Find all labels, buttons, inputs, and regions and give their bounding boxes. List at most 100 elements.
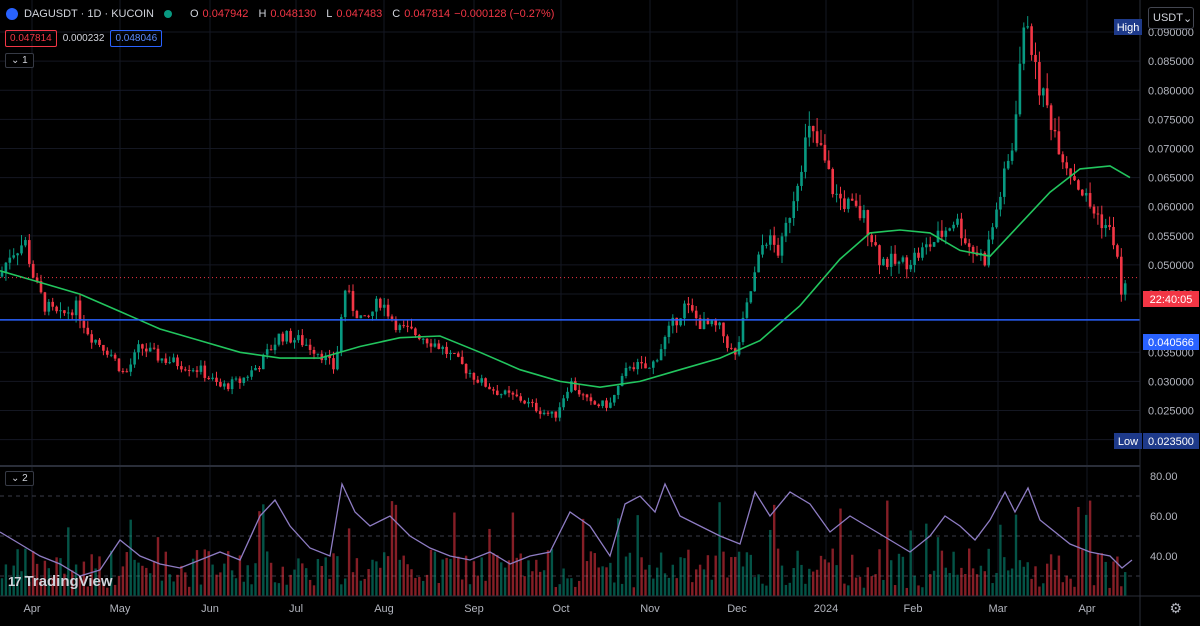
volume-bar: [347, 528, 351, 596]
candle-body: [230, 379, 234, 390]
volume-bar: [402, 555, 405, 596]
candle-body: [905, 257, 909, 270]
change-value: −0.000128 (−0.27%): [454, 8, 555, 20]
symbol-header: DAGUSDT · 1D · KUCOIN O 0.047942 H 0.04813…: [6, 8, 554, 20]
candle-body: [546, 412, 550, 414]
candle-body: [710, 320, 714, 325]
candle-body: [215, 377, 218, 383]
time-axis[interactable]: Apr May Jun Jul Aug Sep Oct Nov Dec 2024 Feb Mar Apr: [23, 603, 1095, 615]
volume-bar: [1096, 553, 1100, 596]
volume-bar: [351, 572, 355, 596]
tradingview-logo[interactable]: 17 TradingView: [8, 573, 113, 590]
volume-bar: [63, 573, 66, 596]
settings-gear-icon[interactable]: ⚙: [1169, 600, 1182, 616]
volume-bar: [117, 575, 121, 596]
candle-body: [281, 333, 285, 342]
volume-bar: [410, 569, 413, 596]
candle-body: [769, 235, 772, 245]
candle-body: [472, 372, 476, 380]
candle-body: [347, 290, 351, 292]
candle-body: [819, 143, 823, 145]
time-tick-label: Sep: [464, 603, 484, 615]
volume-bar: [125, 552, 128, 596]
candle-body: [745, 302, 749, 318]
volume-bar: [960, 567, 963, 596]
volume-bar: [800, 564, 803, 596]
volume-bar: [149, 573, 152, 596]
candle-body: [605, 400, 608, 408]
volume-bar: [870, 576, 873, 596]
volume-bar: [1116, 556, 1119, 596]
volume-bar: [1120, 586, 1123, 596]
candle-body: [102, 344, 105, 351]
candle-body: [31, 263, 35, 278]
time-tick-label: Jul: [289, 603, 303, 615]
candle-body: [589, 397, 593, 402]
volume-bar: [734, 556, 737, 596]
candle-body: [386, 304, 390, 317]
candle-body: [652, 361, 655, 368]
volume-bar: [1038, 586, 1041, 596]
candle-body: [1038, 62, 1041, 96]
volume-bar: [995, 572, 998, 596]
volume-bar: [589, 551, 593, 596]
candle-body: [355, 310, 359, 319]
candle-body: [663, 336, 667, 350]
volume-bar: [925, 523, 928, 596]
candle-body: [964, 238, 967, 244]
candle-body: [648, 367, 651, 369]
currency-selector[interactable]: USDT ⌄: [1148, 7, 1194, 29]
candle-body: [1100, 214, 1104, 229]
volume-bar: [753, 577, 756, 596]
candle-body: [866, 210, 870, 236]
volume-bar: [730, 557, 733, 596]
volume-bar: [219, 572, 222, 596]
candle-body: [687, 303, 690, 306]
volume-bar: [515, 557, 518, 596]
volume-bar: [663, 573, 667, 596]
volume-bar: [1081, 549, 1084, 596]
candle-body: [55, 306, 58, 312]
candle-body: [889, 253, 893, 267]
candle-body: [67, 312, 70, 314]
candle-body: [956, 218, 959, 225]
candle-body: [706, 318, 710, 325]
volume-bar: [929, 574, 932, 596]
candle-body: [601, 400, 604, 407]
price-tick-label: 0.070000: [1148, 143, 1194, 155]
volume-bar: [839, 508, 842, 596]
rsi-pane-toggle[interactable]: ⌄ 2: [5, 471, 34, 486]
volume-bar: [375, 561, 378, 596]
symbol-title[interactable]: DAGUSDT · 1D · KUCOIN: [24, 8, 154, 20]
candle-body: [784, 222, 788, 237]
volume-bar: [406, 564, 409, 596]
volume-bar: [519, 553, 522, 596]
candle-body: [250, 370, 253, 377]
price-axis[interactable]: 0.090000 0.085000 0.080000 0.075000 0.070000…: [1148, 27, 1194, 447]
buy-button[interactable]: 0.048046: [110, 30, 163, 47]
volume-bar: [765, 585, 768, 596]
volume-bar: [390, 501, 394, 596]
volume-bar: [320, 566, 323, 596]
candle-body: [449, 352, 452, 354]
main-pane-toggle[interactable]: ⌄ 1: [5, 53, 34, 68]
candlesticks[interactable]: [0, 16, 1127, 422]
sell-button[interactable]: 0.047814: [5, 30, 57, 47]
time-tick-label: Nov: [640, 603, 660, 615]
candle-body: [1088, 193, 1092, 207]
volume-bar: [102, 584, 105, 596]
candle-body: [542, 412, 546, 415]
spread-value: 0.000232: [62, 33, 105, 44]
candle-body: [277, 333, 281, 345]
candle-body: [457, 353, 460, 357]
volume-bar: [1104, 561, 1107, 596]
candle-body: [242, 377, 246, 383]
candle-body: [632, 367, 636, 370]
volume-bar: [952, 551, 955, 596]
close-value: 0.047814: [404, 8, 451, 20]
time-tick-label: Feb: [904, 603, 923, 615]
volume-bar: [472, 561, 476, 596]
candle-body: [137, 344, 140, 353]
volume-bar: [1026, 562, 1029, 596]
